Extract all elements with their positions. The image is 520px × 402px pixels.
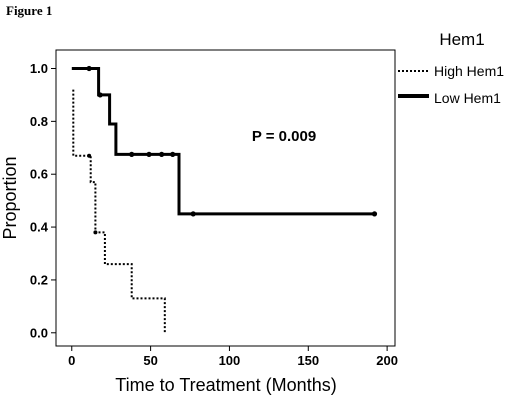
x-tick-label: 200: [376, 353, 398, 368]
censor-mark-low-hem1: [129, 151, 135, 157]
x-axis-ticks: 0 50 100 150 200: [68, 346, 398, 368]
censor-mark-low-hem1: [371, 211, 378, 217]
y-tick-label: 0.4: [30, 220, 49, 235]
x-tick-label: 100: [219, 353, 241, 368]
x-tick-label: 0: [68, 353, 75, 368]
figure-label: Figure 1: [6, 3, 53, 18]
p-value-annotation: P = 0.009: [252, 128, 316, 145]
x-tick-label: 50: [143, 353, 157, 368]
censor-mark-low-hem1: [86, 65, 92, 72]
series-line-low-hem1: [71, 67, 377, 216]
series-layer: [71, 65, 378, 333]
y-axis-title: Proportion: [0, 156, 20, 239]
y-tick-label: 1.0: [30, 61, 48, 76]
censor-mark-low-hem1: [170, 151, 176, 157]
legend-title: Hem1: [439, 30, 484, 49]
censor-mark-low-hem1: [146, 151, 152, 157]
plot-frame: [55, 49, 396, 347]
y-tick-label: 0.2: [30, 272, 48, 287]
legend-label-high-hem1: High Hem1: [434, 63, 504, 79]
censor-mark-low-hem1: [159, 151, 165, 157]
y-tick-label: 0.8: [30, 114, 48, 129]
y-axis-ticks: 0.0 0.2 0.4 0.6 0.8 1.0: [30, 61, 56, 340]
censor-mark-high-hem1: [93, 230, 98, 235]
x-axis-title: Time to Treatment (Months): [115, 375, 336, 395]
censor-mark-low-hem1: [190, 211, 196, 217]
legend-label-low-hem1: Low Hem1: [434, 90, 501, 106]
y-tick-label: 0.6: [30, 167, 48, 182]
x-tick-label: 150: [297, 353, 319, 368]
series-line-high-hem1: [72, 89, 166, 333]
censor-mark-low-hem1: [97, 92, 103, 98]
y-tick-label: 0.0: [30, 325, 48, 340]
censor-mark-high-hem1: [87, 153, 92, 158]
